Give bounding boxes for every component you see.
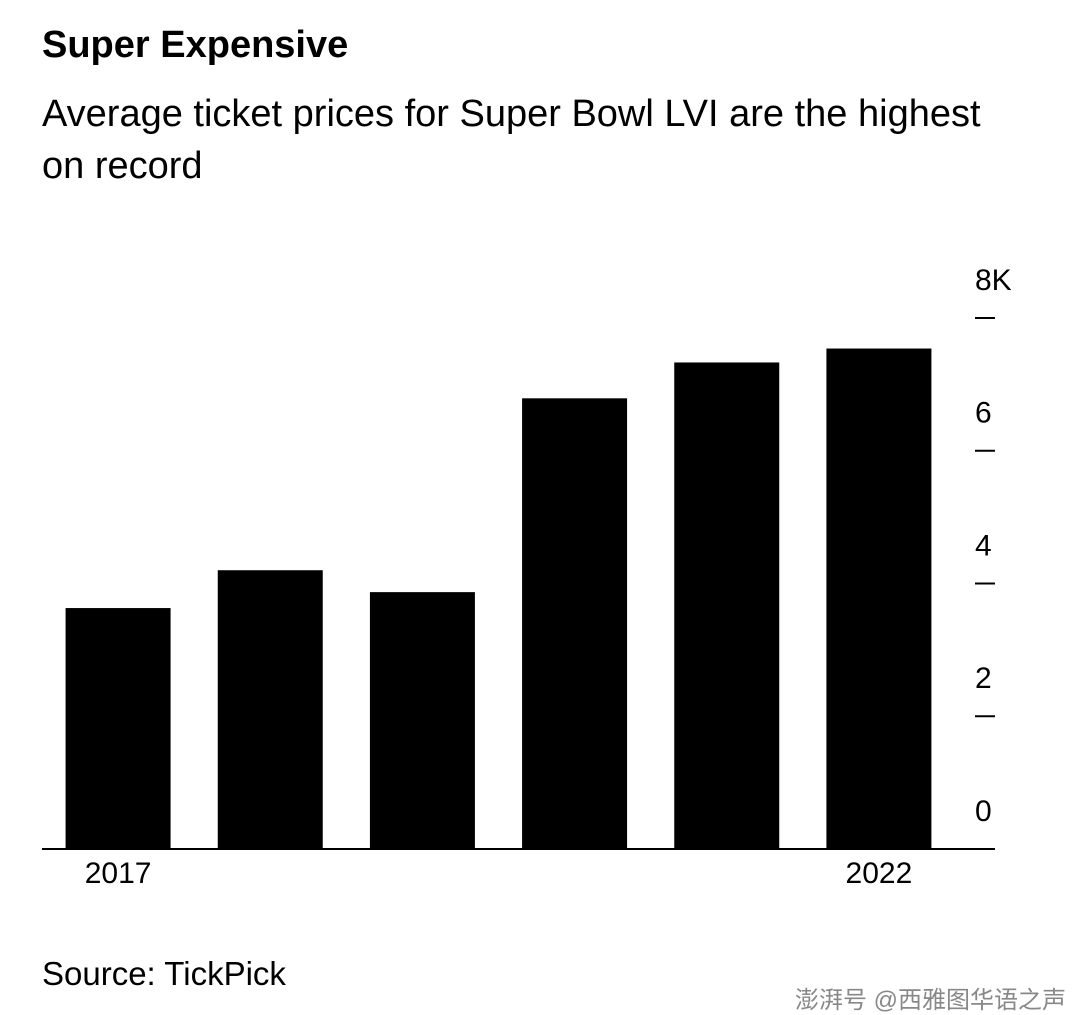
bar xyxy=(65,608,171,849)
y-tick-label: 0 xyxy=(975,795,992,828)
source: Source: TickPick xyxy=(42,955,286,992)
watermark: 澎湃号 @西雅图华语之声 xyxy=(794,987,1066,1014)
y-tick-label: 6 xyxy=(975,397,992,430)
chart: 0 2 4 6 8K 2017 2022 xyxy=(42,264,1012,890)
y-tick-label: 4 xyxy=(975,529,992,562)
chart-subtitle: Average ticket prices for Super Bowl LVI… xyxy=(42,93,981,187)
x-tick-label: 2022 xyxy=(846,857,913,890)
x-tick-label: 2017 xyxy=(85,857,152,890)
bar xyxy=(826,348,932,849)
bar xyxy=(217,570,323,849)
chart-title: Super Expensive xyxy=(42,24,349,66)
y-tick-label: 2 xyxy=(975,662,992,695)
bar xyxy=(522,398,628,849)
bar xyxy=(369,592,475,849)
bar xyxy=(674,362,780,849)
y-tick-label: 8K xyxy=(975,264,1012,297)
